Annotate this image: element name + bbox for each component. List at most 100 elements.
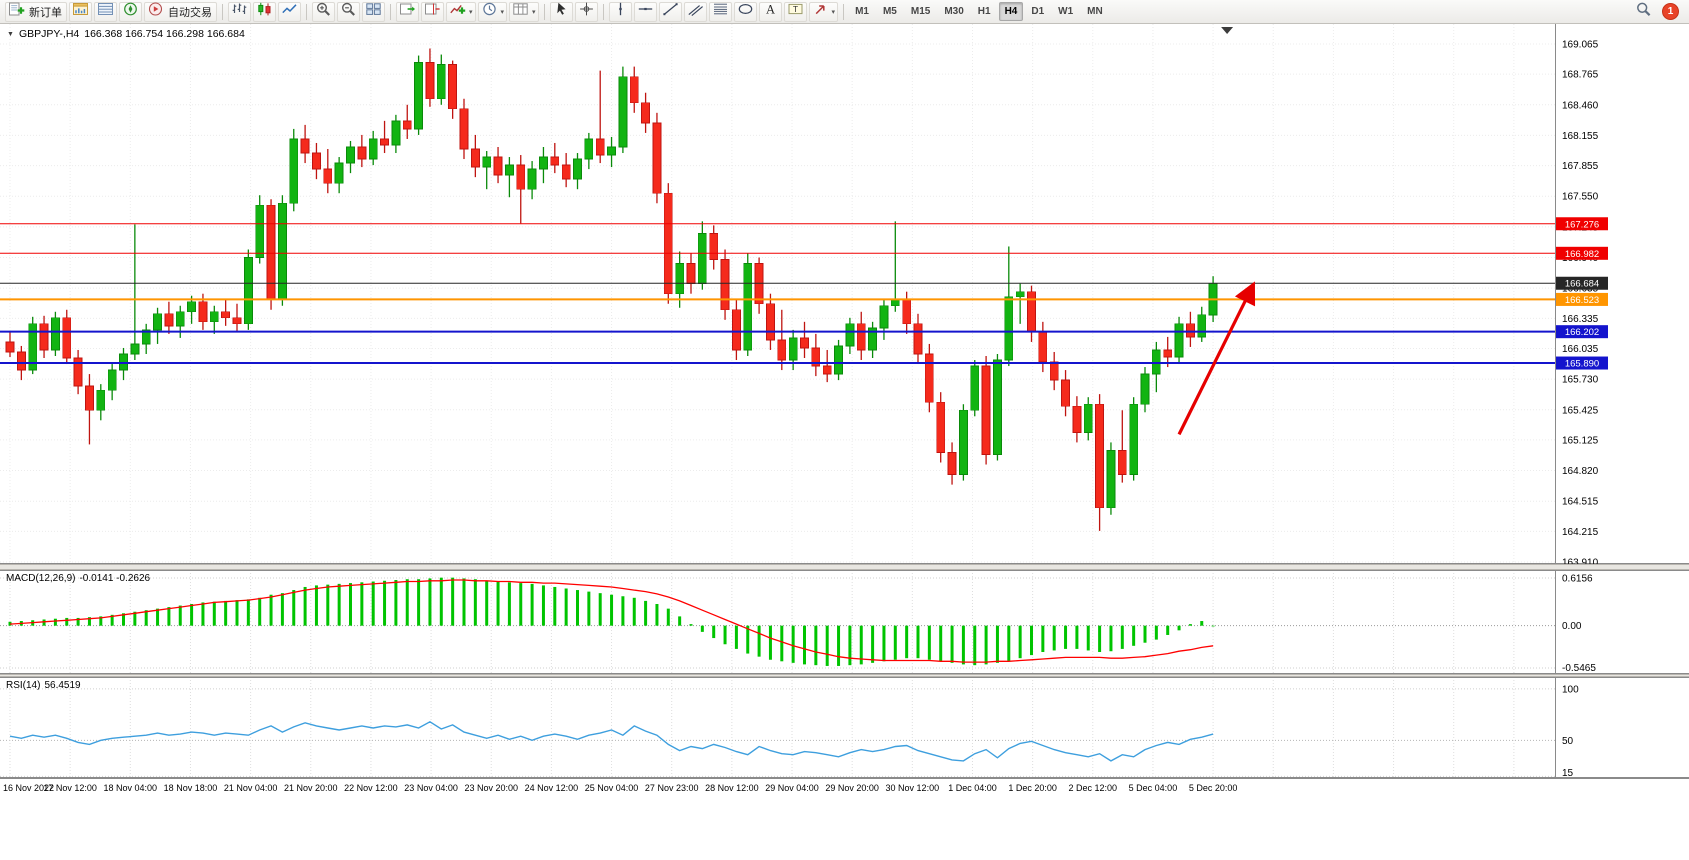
autotrading-button[interactable]: 自动交易 xyxy=(144,1,217,22)
svg-text:A: A xyxy=(766,3,775,17)
navigator-icon xyxy=(122,1,139,22)
candlestick-button[interactable] xyxy=(253,1,276,22)
periods-button[interactable]: ▾ xyxy=(477,1,508,22)
navigator-button[interactable] xyxy=(119,1,142,22)
templates-button[interactable]: ▾ xyxy=(509,1,539,22)
svg-text:T: T xyxy=(792,4,797,14)
tile-windows-button[interactable] xyxy=(362,1,385,22)
indicators-icon xyxy=(449,1,466,22)
chart-shift-marker xyxy=(1221,27,1234,34)
time-label: 21 Nov 20:00 xyxy=(283,783,338,793)
text-icon: A xyxy=(762,1,779,22)
timeframe-MN[interactable]: MN xyxy=(1087,6,1103,17)
data-window-button[interactable] xyxy=(94,1,117,22)
macd-values: -0.0141 -0.2626 xyxy=(79,573,151,584)
chart-shift-button[interactable] xyxy=(421,1,444,22)
charts-button[interactable] xyxy=(69,1,92,22)
symbol-dropdown-icon[interactable]: ▼ xyxy=(7,30,14,38)
candles-icon xyxy=(256,1,273,22)
svg-text:165.890: 165.890 xyxy=(1565,359,1599,370)
timeframe-D1[interactable]: D1 xyxy=(1031,6,1045,17)
channel-icon xyxy=(687,1,704,22)
auto-scroll-icon xyxy=(399,1,416,22)
svg-text:167.550: 167.550 xyxy=(1562,192,1599,203)
fibonacci-button[interactable] xyxy=(708,1,732,22)
autotrading-button-label: 自动交易 xyxy=(168,6,212,19)
line-chart-button[interactable] xyxy=(278,1,301,22)
time-label: 23 Nov 20:00 xyxy=(464,783,519,793)
svg-text:168.765: 168.765 xyxy=(1562,70,1599,81)
time-label: 30 Nov 12:00 xyxy=(885,783,940,793)
arrows-button[interactable]: ▾ xyxy=(808,1,839,22)
notification-badge[interactable]: 1 xyxy=(1662,3,1679,20)
line-icon xyxy=(281,1,298,22)
svg-text:168.155: 168.155 xyxy=(1562,131,1599,142)
timeframe-M1[interactable]: M1 xyxy=(855,6,869,17)
svg-text:50: 50 xyxy=(1562,736,1574,747)
zoom-out-button[interactable] xyxy=(337,1,360,22)
macd-signal-line xyxy=(9,579,1214,663)
svg-text:0.6156: 0.6156 xyxy=(1562,574,1593,585)
time-label: 29 Nov 20:00 xyxy=(825,783,879,793)
timeframe-M5[interactable]: M5 xyxy=(882,6,897,17)
rsi-value: 56.4519 xyxy=(44,680,81,691)
shapes-icon xyxy=(737,1,754,22)
text-button[interactable]: A xyxy=(758,1,782,22)
dropdown-caret-icon: ▾ xyxy=(532,8,536,16)
cursor-icon xyxy=(553,1,570,22)
panel-splitter[interactable] xyxy=(0,674,1689,677)
toolbar-separator xyxy=(390,3,391,20)
bar-chart-button[interactable] xyxy=(228,1,251,22)
new-order-icon xyxy=(8,1,25,22)
cursor-button[interactable] xyxy=(549,1,573,22)
rsi-name: RSI(14) xyxy=(6,680,41,691)
time-label: 27 Nov 23:00 xyxy=(644,783,699,793)
timeframe-H1[interactable]: H1 xyxy=(977,6,991,17)
hline-icon xyxy=(637,1,654,22)
toolbar-separator xyxy=(602,3,604,20)
time-label: 5 Dec 04:00 xyxy=(1128,783,1178,793)
timeframe-H4[interactable]: H4 xyxy=(998,2,1024,21)
auto-scroll-button[interactable] xyxy=(396,1,419,22)
svg-text:166.035: 166.035 xyxy=(1562,344,1599,355)
svg-text:165.425: 165.425 xyxy=(1562,405,1599,416)
rsi-panel[interactable]: 100 50 15 xyxy=(0,677,1689,778)
timeframe-M30[interactable]: M30 xyxy=(944,6,964,17)
trendline-button[interactable] xyxy=(658,1,682,22)
macd-histogram xyxy=(8,577,1215,666)
crosshair-button[interactable] xyxy=(574,1,598,22)
rsi-line xyxy=(9,720,1214,762)
vertical-line-button[interactable] xyxy=(608,1,632,22)
macd-panel[interactable]: 0.6156 0.00 -0.5465 xyxy=(0,570,1689,674)
channel-button[interactable] xyxy=(683,1,707,22)
toolbar-separator xyxy=(843,3,845,20)
time-label: 5 Dec 20:00 xyxy=(1188,783,1238,793)
indicators-button[interactable]: ▾ xyxy=(446,1,476,22)
tile-icon xyxy=(365,1,382,22)
timeframe-W1[interactable]: W1 xyxy=(1058,6,1074,17)
zoom-out-icon xyxy=(340,1,357,22)
time-label: 25 Nov 04:00 xyxy=(584,783,639,793)
templates-icon xyxy=(512,1,529,22)
price-chart[interactable]: 169.065 168.765 168.460 168.155 167.855 167.5… xyxy=(0,24,1689,564)
time-label: 1 Dec 20:00 xyxy=(1008,783,1057,793)
time-label: 17 Nov 12:00 xyxy=(43,783,97,793)
shapes-button[interactable] xyxy=(733,1,757,22)
zoom-in-button[interactable] xyxy=(312,1,335,22)
svg-text:165.730: 165.730 xyxy=(1562,375,1599,386)
timeframe-M15[interactable]: M15 xyxy=(910,6,931,17)
bars-icon xyxy=(231,1,248,22)
chart-window-icon xyxy=(72,1,89,22)
svg-text:0.00: 0.00 xyxy=(1562,621,1582,632)
chart-shift-icon xyxy=(424,1,441,22)
time-label: 23 Nov 04:00 xyxy=(404,783,458,793)
time-axis[interactable]: 16 Nov 2022 17 Nov 12:00 18 Nov 04:00 18 No… xyxy=(0,778,1689,797)
time-label: 21 Nov 04:00 xyxy=(223,783,278,793)
search-button[interactable] xyxy=(1632,2,1654,22)
horizontal-line-button[interactable] xyxy=(633,1,657,22)
panel-splitter[interactable] xyxy=(0,564,1689,570)
label-button[interactable]: T xyxy=(783,1,807,22)
label-icon: T xyxy=(787,1,804,22)
time-label: 29 Nov 04:00 xyxy=(765,783,819,793)
new-order-button[interactable]: 新订单 xyxy=(5,1,67,22)
